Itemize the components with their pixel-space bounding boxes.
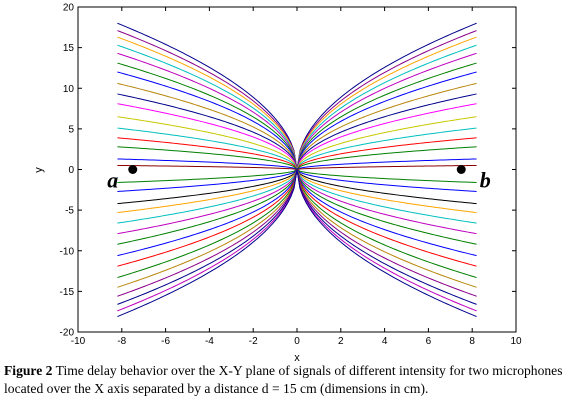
series-line [117,127,477,171]
x-tick-label: -4 [205,336,214,347]
series-line [117,169,477,318]
x-tick-label: 4 [382,336,388,347]
series-line [117,82,477,172]
x-tick-label: -8 [117,336,126,347]
series-line [117,168,477,205]
series-line [117,62,477,170]
series-line [117,168,477,235]
x-tick-label: 6 [426,336,432,347]
series-line [117,167,477,257]
series-line [117,168,477,224]
series-line [117,169,477,305]
series-line [117,137,477,171]
microphone-b-marker [456,165,466,174]
microphone-a-label: a [107,168,118,193]
series-line [117,169,477,297]
series-line [117,169,477,267]
series-line [117,93,477,172]
x-tick-label: 2 [338,336,344,347]
y-tick-label: 20 [63,3,75,14]
y-tick-label: -10 [60,246,75,257]
y-tick-label: 15 [63,43,75,54]
y-tick-label: -5 [65,206,74,217]
figure-caption: Figure 2 Time delay behavior over the X-… [4,362,578,398]
series-line [117,36,477,170]
series-line [117,30,477,170]
x-axis-label: x [294,352,300,362]
y-tick-label: 10 [63,84,75,95]
caption-prefix: Figure 2 [4,363,53,378]
y-tick-label: 5 [68,124,74,135]
series-line [117,71,477,170]
series-line [117,22,477,170]
series-line [117,169,477,288]
caption-text: Time delay behavior over the X-Y plane o… [4,363,563,396]
x-tick-label: 10 [510,336,522,347]
x-tick-label: -6 [161,336,170,347]
x-tick-label: 0 [294,336,300,347]
y-tick-label: 0 [68,165,74,176]
x-tick-label: 8 [469,336,475,347]
x-tick-label: -10 [71,336,86,347]
series-line [117,52,477,170]
series-line [117,103,477,172]
series-line [117,169,477,312]
y-axis-label: y [33,167,45,173]
microphone-b-label: b [480,168,491,193]
series-line [117,168,477,214]
microphone-a-marker [128,165,138,174]
y-tick-label: -20 [60,328,75,339]
x-tick-label: -2 [249,336,258,347]
y-tick-label: -15 [60,287,75,298]
